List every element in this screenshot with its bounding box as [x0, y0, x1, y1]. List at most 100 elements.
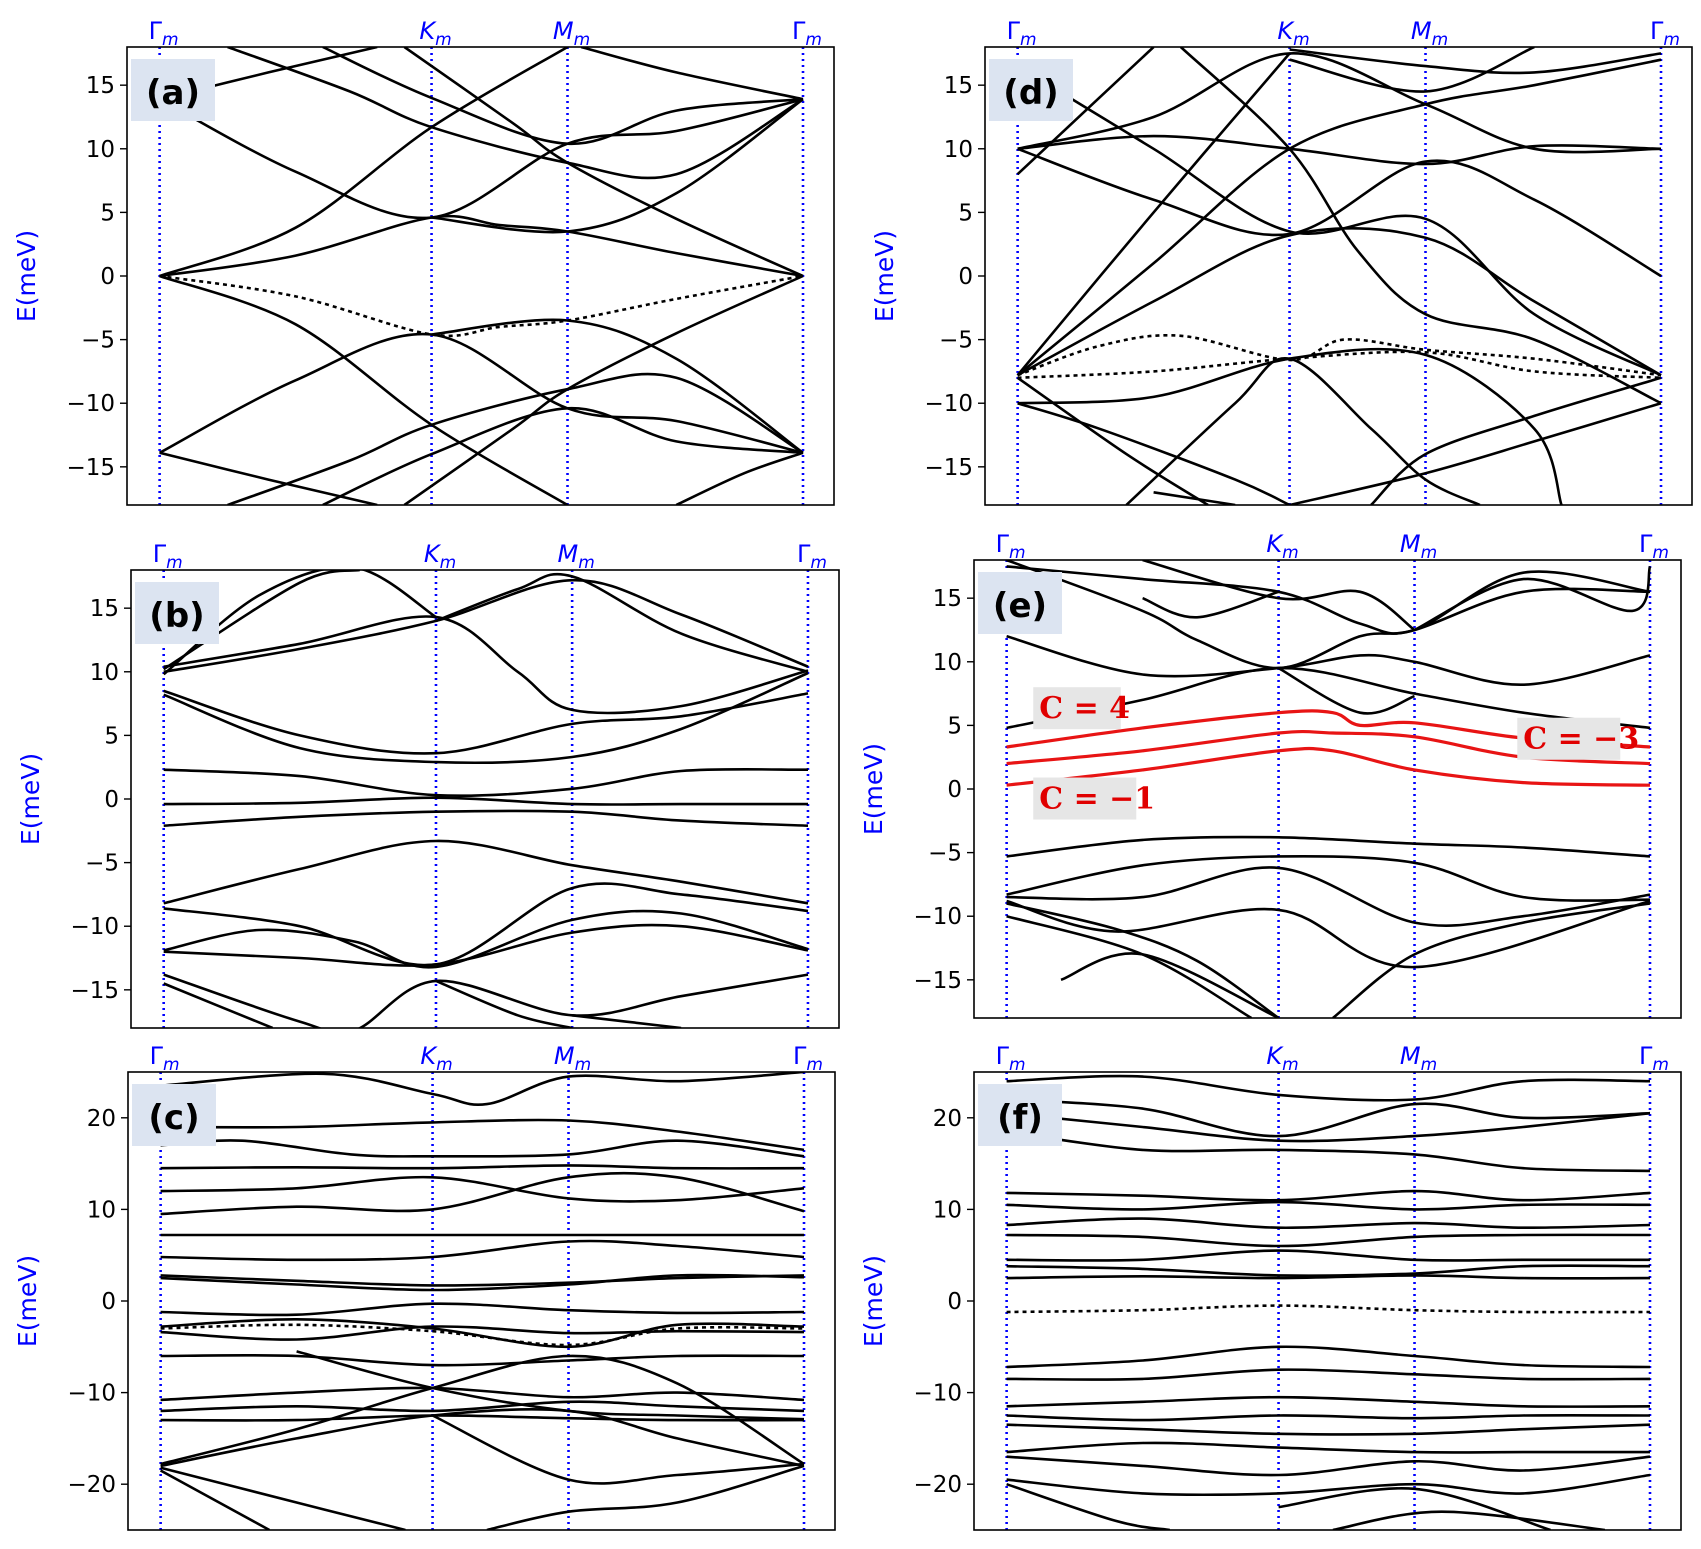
- chern-number-label: C = −1: [1039, 782, 1155, 817]
- band-line: [163, 839, 809, 905]
- y-tick-label: −10: [66, 391, 115, 417]
- band-line: [163, 809, 809, 827]
- band-line: [1277, 666, 1415, 715]
- band-line: [163, 973, 809, 1028]
- band-line: [160, 1408, 805, 1468]
- band-line: [160, 1354, 805, 1466]
- kpoint-label: Γm: [1639, 530, 1669, 563]
- kpoint-label: Γm: [1639, 1042, 1669, 1075]
- kpoint-label: Km: [1266, 1042, 1298, 1075]
- y-tick-label: −15: [924, 455, 973, 481]
- band-line: [1006, 565, 1651, 635]
- y-tick-label: 10: [933, 1197, 962, 1223]
- band-line: [1006, 1368, 1651, 1381]
- y-tick-label: 0: [100, 264, 115, 290]
- kpoint-label: Km: [1266, 530, 1298, 563]
- band-line: [1060, 952, 1280, 1018]
- kpoint-label: Km: [419, 17, 451, 50]
- band-line: [160, 1274, 805, 1287]
- y-tick-label: 10: [90, 660, 119, 686]
- kpoint-label: Mm: [1400, 530, 1437, 563]
- panel-tag: (d): [1003, 73, 1058, 113]
- y-tick-label: 20: [933, 1106, 962, 1132]
- band-line: [1017, 347, 1563, 505]
- band-line: [1006, 835, 1651, 858]
- band-line: [1006, 560, 1651, 670]
- band-line: [163, 578, 809, 674]
- y-axis-label: E(meV): [859, 1255, 888, 1347]
- y-tick-label: −5: [85, 851, 119, 877]
- band-line: [1016, 227, 1662, 377]
- chern-number-label: C = 4: [1039, 691, 1130, 726]
- band-line: [1006, 1482, 1171, 1530]
- y-axis-label: E(meV): [870, 230, 899, 322]
- band-line: [160, 1164, 805, 1170]
- band-line: [1017, 134, 1662, 166]
- y-tick-label: 10: [86, 137, 115, 163]
- band-line: [1006, 1098, 1651, 1138]
- band-line: [160, 1072, 805, 1107]
- band-line: [1006, 1264, 1651, 1277]
- band-line: [1016, 64, 1662, 377]
- band-line: [1006, 1423, 1651, 1436]
- band-line: [1006, 902, 1280, 1018]
- chern-label-box: [1033, 687, 1121, 730]
- band-line: [1017, 401, 1291, 505]
- y-tick-label: 15: [944, 73, 973, 99]
- band-line: [159, 1469, 271, 1530]
- band-line: [403, 274, 804, 505]
- band-line: [1016, 52, 1291, 377]
- dotted-band-line: [1006, 1304, 1651, 1314]
- y-tick-label: 10: [87, 1197, 116, 1223]
- band-line: [1125, 356, 1481, 505]
- band-line: [160, 1414, 805, 1422]
- band-series: [158, 47, 804, 505]
- band-line: [160, 1466, 406, 1530]
- panel-tag-box: [978, 572, 1062, 634]
- band-series: [1006, 1074, 1651, 1530]
- panel-tag-box: [978, 1084, 1062, 1146]
- band-line: [160, 1139, 805, 1158]
- band-line: [435, 979, 573, 1028]
- dotted-band-line: [159, 274, 804, 338]
- band-line: [1006, 1249, 1650, 1262]
- panel-c: Γm Km Mm Γm 20 10 0 −10 −20 E(meV) (c): [13, 1042, 836, 1531]
- y-axis-label: E(meV): [13, 1255, 42, 1347]
- y-tick-label: 0: [958, 264, 973, 290]
- band-line: [1179, 47, 1662, 405]
- band-line: [1017, 52, 1662, 154]
- kpoint-label: Km: [424, 540, 456, 573]
- kpoint-label: Γm: [153, 540, 183, 573]
- dotted-band-line: [1017, 334, 1662, 377]
- y-tick-label: −15: [70, 978, 119, 1004]
- y-tick-label: 15: [86, 73, 115, 99]
- y-tick-label: 0: [104, 787, 119, 813]
- dotted-band-line: [160, 1323, 805, 1347]
- band-line: [1006, 1274, 1651, 1280]
- band-line: [322, 406, 804, 505]
- band-line: [158, 97, 804, 220]
- panel-a: Γm Km Mm Γm 15 10 5 0 −5 −10 −15 E(meV) (a): [12, 17, 835, 506]
- band-line: [1006, 1233, 1651, 1248]
- band-line: [1006, 1111, 1651, 1143]
- y-tick-label: 5: [104, 723, 119, 749]
- y-tick-label: −10: [924, 391, 973, 417]
- y-tick-label: 20: [87, 1106, 116, 1132]
- chern-number-label: C = −3: [1523, 722, 1639, 757]
- band-line: [160, 1400, 805, 1413]
- y-tick-label: 5: [958, 200, 973, 226]
- panel-tag-box: [135, 582, 219, 644]
- band-series: [1006, 560, 1652, 1018]
- band-line: [1017, 147, 1662, 278]
- panel-e: Γm Km Mm Γm 15 10 5 0 −5 −10 −15 E(meV) (e) C = 4 C = …: [859, 530, 1682, 1019]
- y-tick-label: 0: [947, 777, 962, 803]
- band-line: [1370, 376, 1662, 505]
- band-line: [160, 1239, 805, 1262]
- band-line: [296, 1350, 805, 1421]
- kpoint-label: Mm: [557, 540, 594, 573]
- band-series: [159, 1072, 805, 1530]
- band-line: [1006, 1200, 1651, 1211]
- y-axis-label: E(meV): [12, 230, 41, 322]
- y-tick-label: −20: [67, 1472, 116, 1498]
